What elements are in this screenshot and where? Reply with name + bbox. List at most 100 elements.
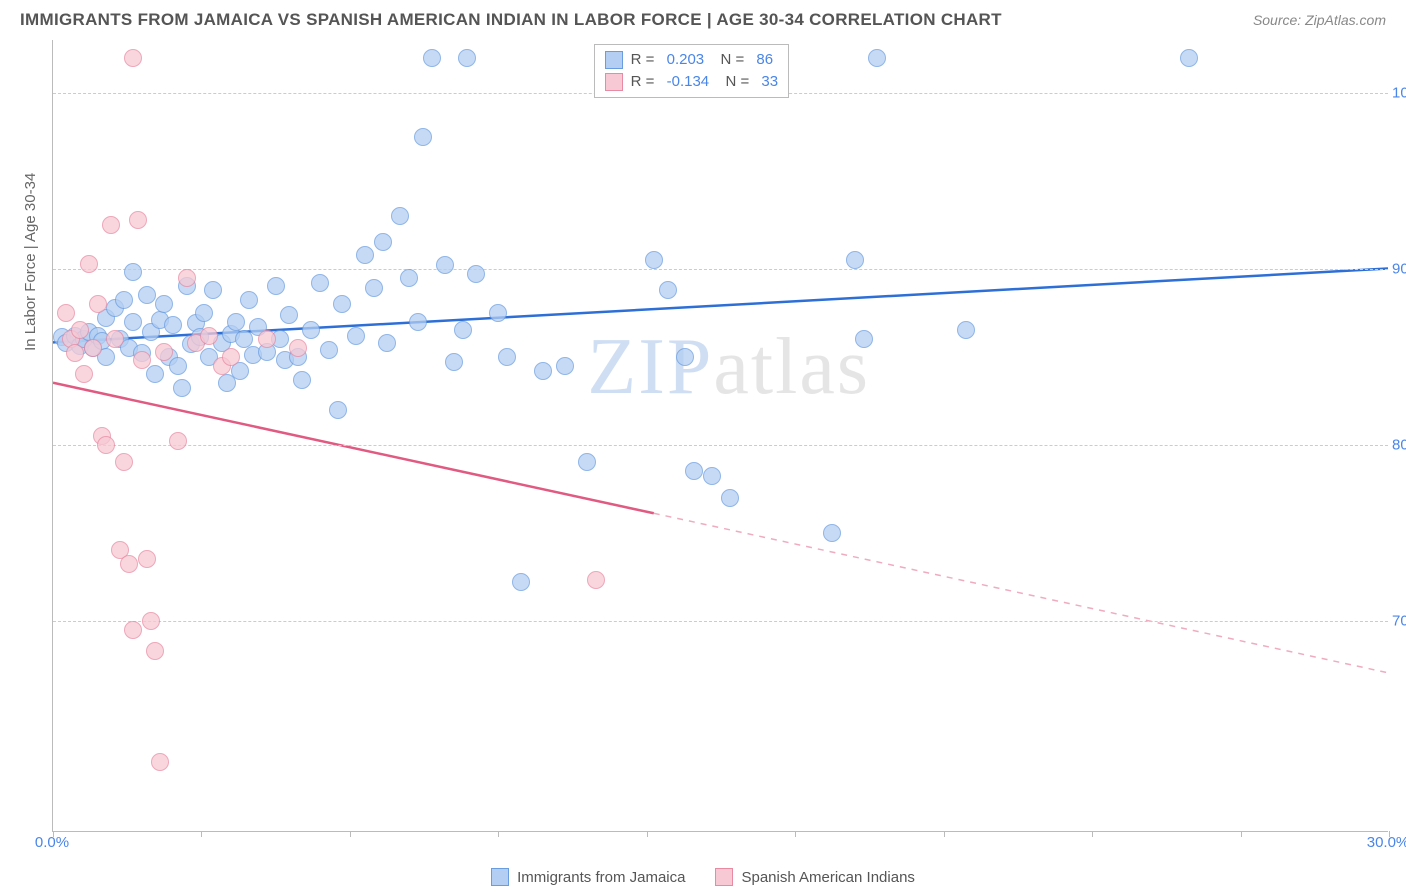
scatter-point (267, 277, 285, 295)
stats-n-value: 33 (761, 71, 778, 93)
trend-lines (53, 40, 1388, 831)
stats-legend: R = 0.203 N = 86R = -0.134 N = 33 (594, 44, 789, 98)
scatter-point (124, 313, 142, 331)
scatter-point (146, 365, 164, 383)
scatter-point (120, 555, 138, 573)
scatter-point (685, 462, 703, 480)
chart-area: ZIPatlas 70.0%80.0%90.0%100.0%R = 0.203 … (52, 40, 1388, 832)
scatter-point (458, 49, 476, 67)
scatter-point (289, 339, 307, 357)
stats-n-label: N = (712, 49, 748, 71)
watermark: ZIPatlas (587, 322, 870, 413)
plot-area: ZIPatlas 70.0%80.0%90.0%100.0%R = 0.203 … (53, 40, 1388, 831)
scatter-point (293, 371, 311, 389)
y-tick-label: 100.0% (1392, 84, 1406, 101)
scatter-point (102, 216, 120, 234)
legend-item: Immigrants from Jamaica (491, 868, 685, 886)
scatter-point (151, 753, 169, 771)
scatter-point (129, 211, 147, 229)
y-axis-title: In Labor Force | Age 30-34 (22, 173, 39, 351)
x-tick (1241, 831, 1242, 837)
scatter-point (329, 401, 347, 419)
scatter-point (124, 49, 142, 67)
scatter-point (155, 295, 173, 313)
scatter-point (823, 524, 841, 542)
x-tick (795, 831, 796, 837)
scatter-point (195, 304, 213, 322)
scatter-point (374, 233, 392, 251)
scatter-point (423, 49, 441, 67)
scatter-point (169, 357, 187, 375)
scatter-point (414, 128, 432, 146)
scatter-point (178, 269, 196, 287)
scatter-point (142, 612, 160, 630)
scatter-point (320, 341, 338, 359)
stats-r-label: R = (631, 71, 659, 93)
gridline (53, 269, 1388, 270)
scatter-point (659, 281, 677, 299)
gridline (53, 621, 1388, 622)
x-tick (944, 831, 945, 837)
scatter-point (124, 621, 142, 639)
scatter-point (534, 362, 552, 380)
stats-row: R = 0.203 N = 86 (605, 49, 778, 71)
legend-swatch (491, 868, 509, 886)
scatter-point (378, 334, 396, 352)
scatter-point (115, 291, 133, 309)
scatter-point (97, 436, 115, 454)
stats-r-value: -0.134 (667, 71, 710, 93)
scatter-point (400, 269, 418, 287)
scatter-point (84, 339, 102, 357)
chart-title: IMMIGRANTS FROM JAMAICA VS SPANISH AMERI… (20, 10, 1002, 30)
scatter-point (164, 316, 182, 334)
x-tick (201, 831, 202, 837)
stats-r-value: 0.203 (667, 49, 705, 71)
legend-item: Spanish American Indians (715, 868, 914, 886)
stats-n-label: N = (717, 71, 753, 93)
scatter-point (138, 286, 156, 304)
x-tick (350, 831, 351, 837)
scatter-point (133, 351, 151, 369)
stats-row: R = -0.134 N = 33 (605, 71, 778, 93)
scatter-point (124, 263, 142, 281)
legend-swatch (605, 73, 623, 91)
scatter-point (467, 265, 485, 283)
scatter-point (106, 330, 124, 348)
scatter-point (489, 304, 507, 322)
scatter-point (57, 304, 75, 322)
scatter-point (169, 432, 187, 450)
bottom-legend: Immigrants from Jamaica Spanish American … (0, 868, 1406, 886)
legend-label: Spanish American Indians (741, 869, 914, 886)
scatter-point (80, 255, 98, 273)
scatter-point (578, 453, 596, 471)
scatter-point (227, 313, 245, 331)
stats-r-label: R = (631, 49, 659, 71)
legend-swatch (605, 51, 623, 69)
scatter-point (868, 49, 886, 67)
y-tick-label: 70.0% (1392, 612, 1406, 629)
scatter-point (1180, 49, 1198, 67)
scatter-point (115, 453, 133, 471)
scatter-point (721, 489, 739, 507)
scatter-point (356, 246, 374, 264)
scatter-point (204, 281, 222, 299)
scatter-point (280, 306, 298, 324)
scatter-point (436, 256, 454, 274)
scatter-point (676, 348, 694, 366)
scatter-point (66, 344, 84, 362)
scatter-point (75, 365, 93, 383)
scatter-point (311, 274, 329, 292)
scatter-point (138, 550, 156, 568)
x-tick (647, 831, 648, 837)
scatter-point (200, 327, 218, 345)
x-tick (1092, 831, 1093, 837)
x-tick-label: 0.0% (35, 834, 69, 851)
scatter-point (556, 357, 574, 375)
scatter-point (155, 343, 173, 361)
scatter-point (587, 571, 605, 589)
scatter-point (347, 327, 365, 345)
scatter-point (146, 642, 164, 660)
scatter-point (957, 321, 975, 339)
scatter-point (498, 348, 516, 366)
scatter-point (645, 251, 663, 269)
